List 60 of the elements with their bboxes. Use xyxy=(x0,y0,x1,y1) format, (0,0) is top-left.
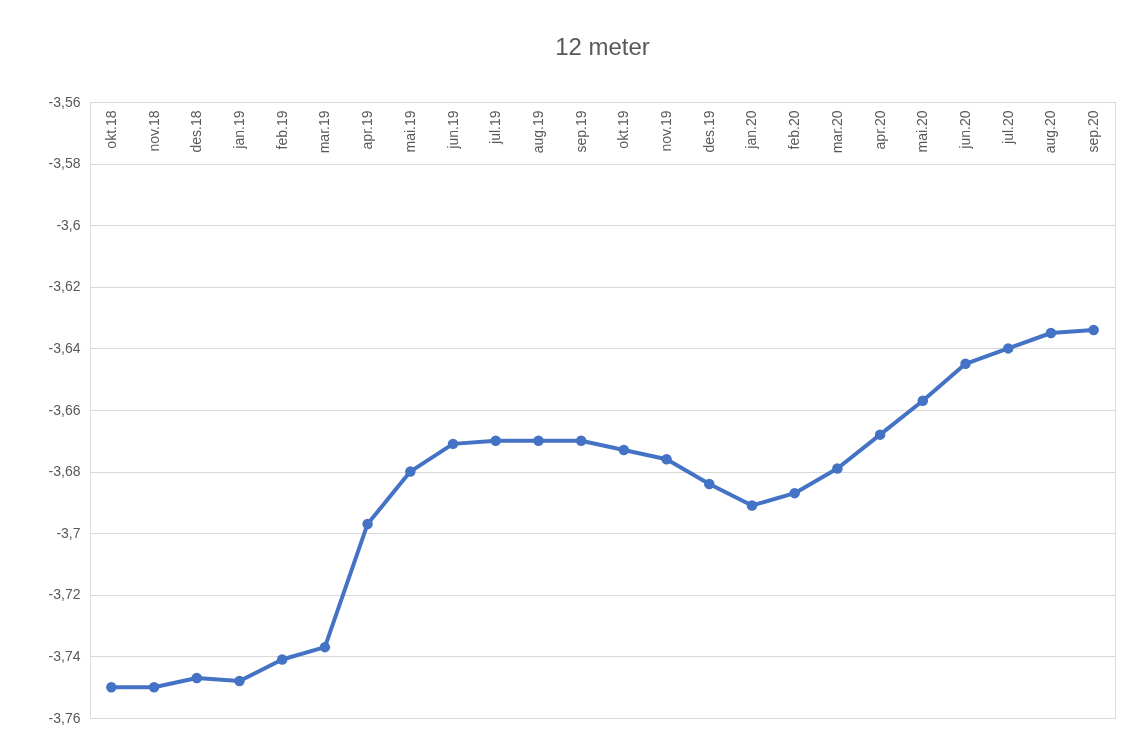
x-tick-label: sep.19 xyxy=(572,110,589,153)
point xyxy=(106,681,117,693)
y-tick-label: -3,66 xyxy=(48,401,81,418)
x-tick-label: sep.20 xyxy=(1085,110,1102,153)
point xyxy=(618,444,630,456)
point xyxy=(746,500,758,511)
x-tick-label: aug.19 xyxy=(529,110,546,154)
point xyxy=(1002,343,1014,354)
x-tick-label: apr.19 xyxy=(359,110,376,150)
x-tick-label: aug.20 xyxy=(1042,110,1059,154)
x-tick-label: jul.20 xyxy=(999,110,1016,145)
y-tick-label: -3,72 xyxy=(48,586,81,603)
point xyxy=(276,654,288,665)
point xyxy=(191,672,203,684)
x-tick-label: jan.19 xyxy=(230,110,247,150)
y-tick-label: -3,74 xyxy=(48,647,81,664)
point xyxy=(575,435,587,447)
y-tick-label: -3,68 xyxy=(48,463,81,480)
x-tick-label: apr.20 xyxy=(871,110,888,150)
x-tick-label: nov.19 xyxy=(658,110,675,152)
y-tick-label: -3,7 xyxy=(56,524,81,541)
x-tick-label: mai.19 xyxy=(401,110,418,153)
x-tick-label: okt.18 xyxy=(102,110,119,149)
point xyxy=(405,466,416,477)
x-tick-label: nov.18 xyxy=(145,110,162,152)
x-tick-label: jun.19 xyxy=(444,110,461,150)
y-tick-label: -3,58 xyxy=(48,155,81,172)
point xyxy=(704,478,715,490)
point xyxy=(960,358,971,370)
x-tick-label: okt.19 xyxy=(615,110,632,149)
x-tick-label: feb.20 xyxy=(786,110,803,150)
x-tick-label: mar.19 xyxy=(316,110,333,154)
point xyxy=(917,395,929,406)
y-tick-label: -3,62 xyxy=(48,278,81,295)
x-tick-label: des.19 xyxy=(700,110,717,153)
x-tick-label: jan.20 xyxy=(743,110,760,150)
point xyxy=(148,681,160,693)
x-tick-label: mar.20 xyxy=(828,110,845,154)
point xyxy=(319,641,331,653)
x-tick-label: des.18 xyxy=(188,110,205,153)
point xyxy=(1088,324,1099,336)
chart-title: 12 meter xyxy=(555,33,650,60)
point xyxy=(1045,327,1057,339)
point xyxy=(789,487,800,499)
point xyxy=(234,675,245,687)
point xyxy=(490,435,501,447)
point xyxy=(533,435,544,447)
point xyxy=(447,438,459,450)
y-tick-label: -3,76 xyxy=(48,709,81,726)
x-tick-label: feb.19 xyxy=(273,110,290,150)
y-tick-label: -3,56 xyxy=(48,93,81,110)
y-tick-label: -3,64 xyxy=(48,339,81,356)
x-tick-label: jul.19 xyxy=(487,110,504,145)
x-tick-label: mai.20 xyxy=(914,110,931,153)
point xyxy=(832,463,843,474)
point xyxy=(874,429,886,440)
x-tick-label: jun.20 xyxy=(957,110,974,150)
point xyxy=(362,518,373,530)
point xyxy=(661,454,672,465)
y-tick-label: -3,6 xyxy=(56,216,81,233)
